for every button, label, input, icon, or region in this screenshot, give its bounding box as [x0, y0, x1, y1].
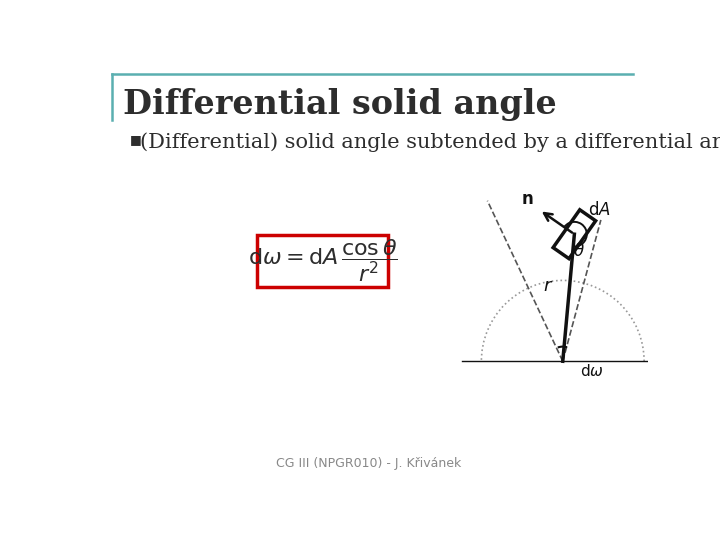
Text: Differential solid angle: Differential solid angle	[122, 88, 557, 121]
Text: (Differential) solid angle subtended by a differential area: (Differential) solid angle subtended by …	[140, 132, 720, 152]
Text: $\theta$: $\theta$	[573, 242, 585, 260]
Text: $\blacksquare$: $\blacksquare$	[129, 134, 141, 148]
Text: $\mathbf{n}$: $\mathbf{n}$	[521, 191, 534, 208]
Text: $\mathrm{d}A$: $\mathrm{d}A$	[588, 201, 611, 219]
FancyBboxPatch shape	[256, 235, 388, 287]
Text: CG III (NPGR010) - J. Křivánek: CG III (NPGR010) - J. Křivánek	[276, 457, 462, 470]
Text: $r$: $r$	[543, 276, 553, 295]
Text: $\mathrm{d}\omega$: $\mathrm{d}\omega$	[580, 363, 603, 379]
Text: $\mathrm{d}\omega = \mathrm{d}A\,\dfrac{\cos\theta}{r^2}$: $\mathrm{d}\omega = \mathrm{d}A\,\dfrac{…	[248, 238, 397, 285]
